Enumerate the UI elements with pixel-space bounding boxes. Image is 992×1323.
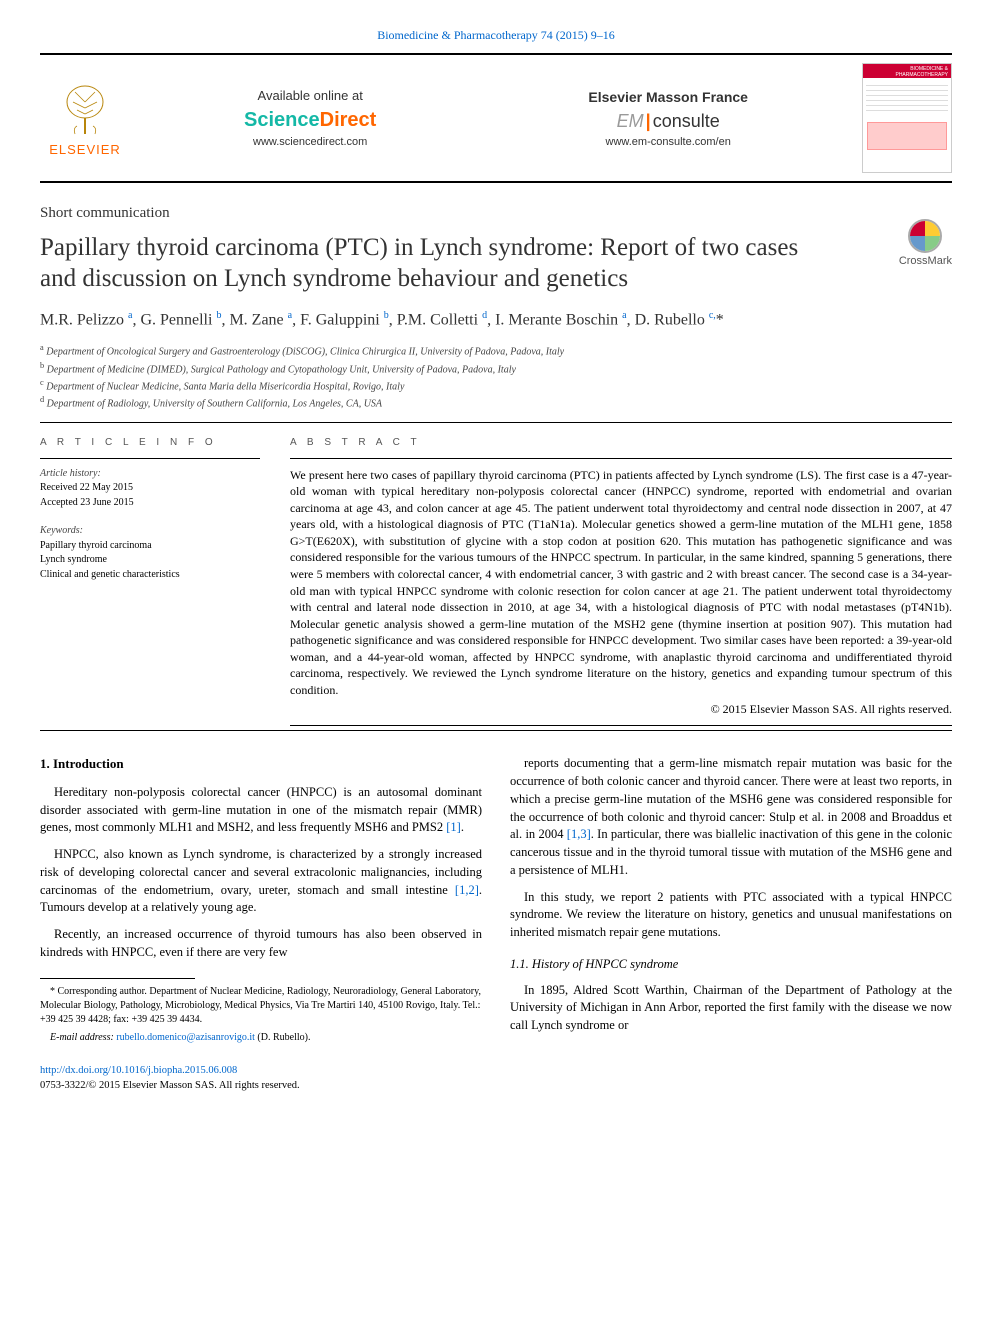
crossmark-icon [908, 219, 942, 253]
article-body: 1. Introduction Hereditary non-polyposis… [40, 755, 952, 1046]
section-heading-intro: 1. Introduction [40, 755, 482, 773]
keywords-head: Keywords: [40, 524, 260, 539]
available-online-label: Available online at [244, 88, 376, 103]
sd-direct: Direct [320, 109, 377, 131]
em-consulte: consulte [653, 111, 720, 131]
email-attribution: (D. Rubello). [257, 1032, 310, 1043]
body-paragraph: Hereditary non-polyposis colorectal canc… [40, 784, 482, 837]
crossmark-label: CrossMark [899, 255, 952, 267]
body-text: Hereditary non-polyposis colorectal canc… [40, 785, 482, 835]
emconsulte-logo[interactable]: EM|consulte [588, 111, 748, 132]
issn-copyright: 0753-3322/© 2015 Elsevier Masson SAS. Al… [40, 1080, 300, 1091]
body-paragraph: In this study, we report 2 patients with… [510, 889, 952, 942]
abstract-heading: A B S T R A C T [290, 437, 952, 448]
elsevier-logo: ELSEVIER [40, 73, 130, 163]
author-list: M.R. Pelizzo a, G. Pennelli b, M. Zane a… [40, 309, 952, 331]
article-title: Papillary thyroid carcinoma (PTC) in Lyn… [40, 232, 820, 295]
body-paragraph: reports documenting that a germ-line mis… [510, 755, 952, 879]
keywords: Keywords: Papillary thyroid carcinoma Ly… [40, 524, 260, 582]
history-received: Received 22 May 2015 [40, 481, 260, 496]
citation-link[interactable]: [1] [446, 820, 461, 834]
body-paragraph: In 1895, Aldred Scott Warthin, Chairman … [510, 982, 952, 1035]
keyword: Papillary thyroid carcinoma [40, 539, 260, 554]
history-accepted: Accepted 23 June 2015 [40, 496, 260, 511]
body-paragraph: HNPCC, also known as Lynch syndrome, is … [40, 846, 482, 917]
cover-band: BIOMEDICINE & PHARMACOTHERAPY [863, 64, 951, 78]
journal-citation-link[interactable]: Biomedicine & Pharmacotherapy 74 (2015) … [377, 28, 615, 42]
sciencedirect-block: Available online at ScienceDirect www.sc… [244, 88, 376, 148]
sciencedirect-url[interactable]: www.sciencedirect.com [244, 136, 376, 148]
email-line: E-mail address: rubello.domenico@azisanr… [40, 1031, 482, 1045]
journal-citation: Biomedicine & Pharmacotherapy 74 (2015) … [40, 28, 952, 43]
sciencedirect-logo[interactable]: ScienceDirect [244, 109, 376, 132]
elsevier-wordmark: ELSEVIER [49, 142, 121, 157]
publisher-header: ELSEVIER Available online at ScienceDire… [40, 53, 952, 183]
rule [40, 730, 952, 731]
em-bar-icon: | [644, 111, 653, 131]
emconsulte-url[interactable]: www.em-consulte.com/en [588, 136, 748, 148]
em-em: EM [617, 111, 644, 131]
keyword: Clinical and genetic characteristics [40, 568, 260, 583]
corresponding-email-link[interactable]: rubello.domenico@azisanrovigo.it [116, 1032, 255, 1043]
body-paragraph: Recently, an increased occurrence of thy… [40, 926, 482, 962]
citation-link[interactable]: [1,2] [455, 883, 479, 897]
emconsulte-block: Elsevier Masson France EM|consulte www.e… [588, 89, 748, 148]
affiliation-list: a Department of Oncological Surgery and … [40, 342, 952, 411]
corresponding-author-note: * Corresponding author. Department of Nu… [40, 985, 482, 1027]
sd-science: Science [244, 109, 320, 131]
history-head: Article history: [40, 467, 260, 482]
footnote-rule [40, 978, 195, 979]
crossmark-badge[interactable]: CrossMark [899, 219, 952, 267]
body-text: . [461, 820, 464, 834]
article-type: Short communication [40, 205, 952, 222]
body-text: HNPCC, also known as Lynch syndrome, is … [40, 847, 482, 897]
abstract-text: We present here two cases of papillary t… [290, 467, 952, 699]
abstract: A B S T R A C T We present here two case… [290, 437, 952, 727]
citation-link[interactable]: [1,3] [567, 827, 591, 841]
rule [40, 422, 952, 423]
journal-cover-thumb: BIOMEDICINE & PHARMACOTHERAPY [862, 63, 952, 173]
keyword: Lynch syndrome [40, 553, 260, 568]
article-info-heading: A R T I C L E I N F O [40, 437, 260, 448]
elsevier-masson-label: Elsevier Masson France [588, 89, 748, 105]
title-row: Papillary thyroid carcinoma (PTC) in Lyn… [40, 232, 952, 295]
doi-link[interactable]: http://dx.doi.org/10.1016/j.biopha.2015.… [40, 1065, 237, 1076]
email-label: E-mail address: [50, 1032, 114, 1043]
article-info: A R T I C L E I N F O Article history: R… [40, 437, 260, 727]
elsevier-tree-icon [55, 80, 115, 140]
subsection-heading: 1.1. History of HNPCC syndrome [510, 956, 952, 974]
footnote-block: * Corresponding author. Department of Nu… [40, 978, 482, 1045]
article-history: Article history: Received 22 May 2015 Ac… [40, 467, 260, 511]
abstract-copyright: © 2015 Elsevier Masson SAS. All rights r… [290, 702, 952, 717]
page-footer: http://dx.doi.org/10.1016/j.biopha.2015.… [40, 1064, 952, 1093]
